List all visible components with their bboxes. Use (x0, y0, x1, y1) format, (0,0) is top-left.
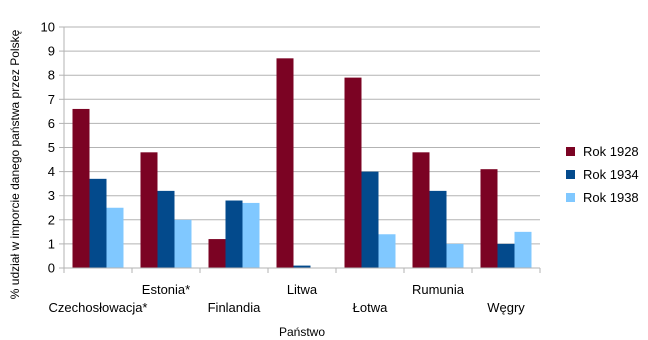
bar (429, 190, 447, 268)
legend-label: Rok 1934 (583, 167, 639, 182)
x-tick-label: Litwa (287, 282, 318, 297)
bar (412, 152, 430, 268)
y-tick-label: 10 (41, 20, 55, 35)
bar (361, 171, 379, 268)
axes (63, 27, 541, 273)
bar (276, 58, 294, 268)
x-tick-label: Estonia* (142, 282, 190, 297)
y-axis-ticks: 0 1 2 3 4 5 6 7 8 9 10 (41, 20, 64, 276)
bar (446, 243, 464, 268)
bar (89, 178, 107, 268)
x-tick-label: Rumunia (412, 282, 465, 297)
x-axis-title: Państwo (279, 325, 325, 339)
bar (157, 190, 175, 268)
x-tick-label: Czechosłowacja* (49, 300, 148, 315)
legend-swatch (566, 147, 575, 156)
bar (72, 108, 90, 268)
legend: Rok 1928 Rok 1934 Rok 1938 (566, 144, 639, 205)
bar (242, 202, 260, 268)
y-tick-label: 6 (48, 116, 55, 131)
y-tick-label: 9 (48, 44, 55, 59)
bar (514, 231, 532, 268)
x-tick-label: Węgry (487, 300, 525, 315)
gridlines (64, 26, 540, 269)
bar (140, 152, 158, 268)
y-tick-label: 5 (48, 140, 55, 155)
y-tick-label: 3 (48, 188, 55, 203)
bar (344, 77, 362, 268)
y-tick-label: 4 (48, 164, 55, 179)
y-tick-label: 8 (48, 68, 55, 83)
x-tick-label: Łotwa (353, 300, 388, 315)
legend-swatch (566, 193, 575, 202)
category-labels: Czechosłowacja* Estonia* Finlandia Litwa Łot… (49, 282, 526, 315)
bars (72, 58, 532, 268)
legend-label: Rok 1938 (583, 190, 639, 205)
bar (480, 169, 498, 268)
bar (208, 239, 226, 268)
bar (378, 234, 396, 268)
y-axis-title: % udział w imporcie danego państwa przez… (8, 29, 22, 299)
legend-label: Rok 1928 (583, 144, 639, 159)
bar (293, 265, 311, 268)
y-tick-label: 0 (48, 261, 55, 276)
bar (497, 243, 515, 268)
x-tick-label: Finlandia (208, 300, 262, 315)
y-tick-label: 2 (48, 212, 55, 227)
y-tick-label: 7 (48, 92, 55, 107)
bar (106, 207, 124, 268)
bar (174, 219, 192, 268)
y-tick-label: 1 (48, 236, 55, 251)
legend-swatch (566, 170, 575, 179)
bar (225, 200, 243, 268)
